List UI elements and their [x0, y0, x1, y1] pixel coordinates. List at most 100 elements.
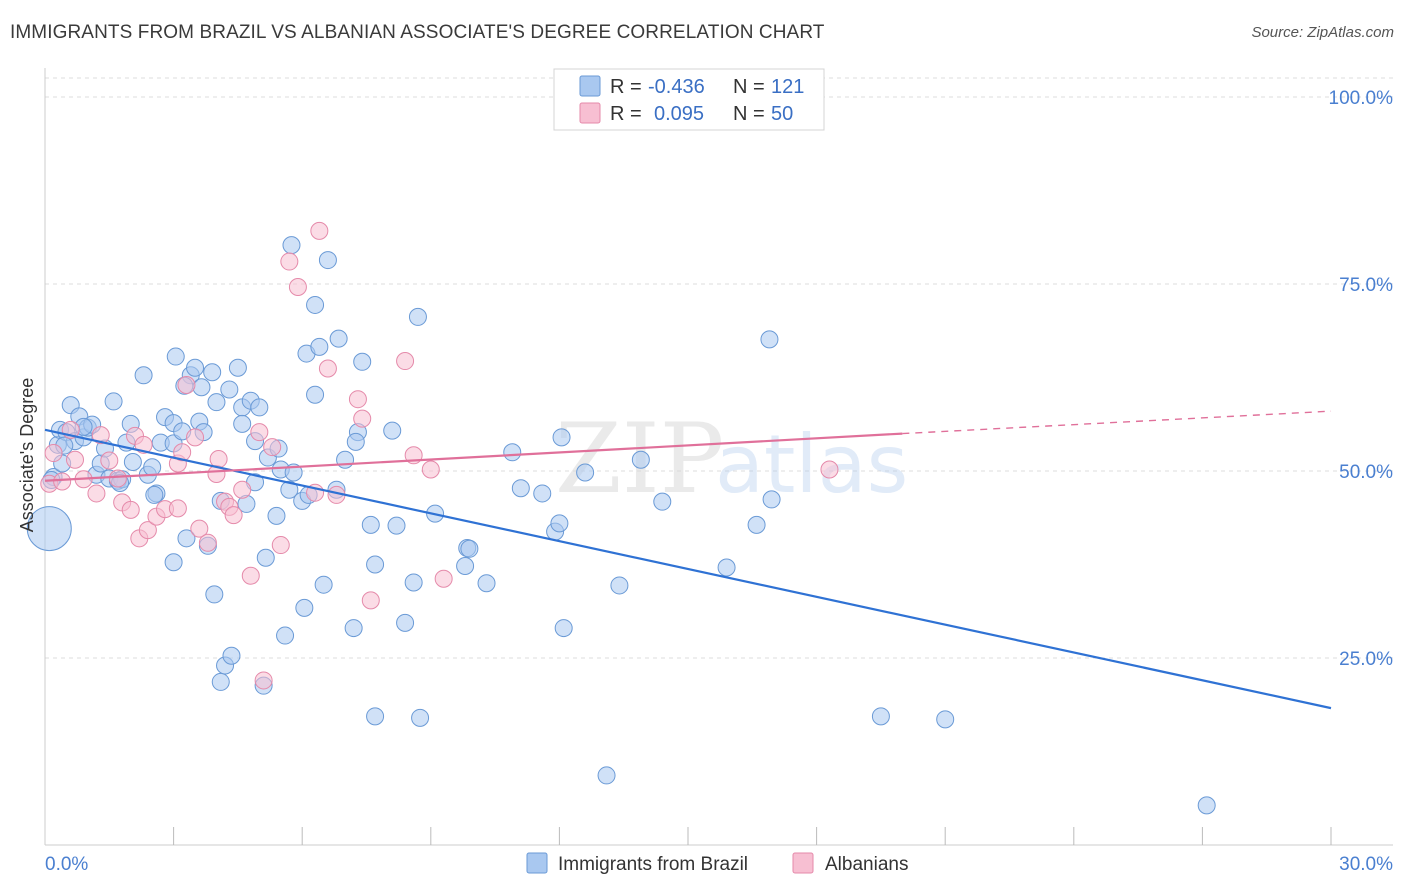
point-albanians [209, 450, 228, 469]
point-brazil [318, 251, 337, 270]
y-tick-label: 75.0% [1339, 275, 1393, 296]
bottom-legend: Immigrants from Brazil Albanians [526, 852, 908, 875]
point-brazil [597, 766, 616, 785]
point-brazil [361, 515, 380, 534]
tick-labels: 25.0% 50.0% 75.0% 100.0% 0.0% 30.0% [45, 88, 1393, 875]
point-albanians [318, 359, 337, 378]
point-albanians [233, 480, 252, 499]
point-brazil [256, 548, 275, 567]
point-brazil [366, 707, 385, 726]
point-brazil [134, 366, 153, 385]
point-albanians [348, 390, 367, 409]
point-brazil [186, 358, 205, 377]
legend-n-label-albanians: N = [733, 103, 765, 125]
x-tick-label: 30.0% [1339, 854, 1393, 875]
point-brazil [222, 646, 241, 665]
point-albanians [250, 423, 269, 442]
point-brazil [366, 555, 385, 574]
point-brazil [610, 576, 629, 595]
point-albanians [820, 460, 839, 479]
point-brazil [282, 236, 301, 255]
bottom-legend-label-albanians: Albanians [825, 854, 908, 875]
point-brazil [760, 330, 779, 349]
point-albanians [288, 277, 307, 296]
point-brazil [233, 414, 252, 433]
point-brazil [211, 672, 230, 691]
trend-line-brazil [44, 428, 1332, 710]
point-brazil [267, 506, 286, 525]
legend: R = -0.436 N = 121 R = 0.095 N = 50 [553, 68, 825, 131]
point-brazil [205, 585, 224, 604]
point-brazil [203, 363, 222, 382]
y-tick-label: 50.0% [1339, 462, 1393, 483]
point-brazil [280, 480, 299, 499]
point-brazil [220, 380, 239, 399]
legend-n-label-brazil: N = [733, 76, 765, 98]
point-albanians [121, 500, 140, 519]
bottom-legend-label-brazil: Immigrants from Brazil [558, 854, 748, 875]
point-brazil [1197, 796, 1216, 815]
point-brazil [717, 558, 736, 577]
y-axis-title: Associate's Degree [17, 378, 37, 533]
point-albanians [87, 484, 106, 503]
point-brazil [533, 484, 552, 503]
data-points [26, 221, 1216, 815]
point-brazil [404, 573, 423, 592]
point-albanians [421, 460, 440, 479]
point-albanians [434, 569, 453, 588]
point-brazil [747, 515, 766, 534]
point-brazil [192, 378, 211, 397]
point-brazil [936, 710, 955, 729]
point-albanians [173, 443, 192, 462]
axes [44, 68, 1393, 846]
point-brazil [329, 329, 348, 348]
point-albanians [91, 426, 110, 445]
point-brazil [653, 492, 672, 511]
point-brazil [26, 506, 72, 552]
point-albanians [241, 566, 260, 585]
point-brazil [550, 514, 569, 533]
point-brazil [123, 453, 142, 472]
point-albanians [263, 438, 282, 457]
point-brazil [411, 708, 430, 727]
point-albanians [361, 591, 380, 610]
point-brazil [554, 619, 573, 638]
point-albanians [44, 444, 63, 463]
legend-n-value-brazil: 121 [771, 76, 804, 98]
point-brazil [306, 295, 325, 314]
legend-r-value-brazil: -0.436 [648, 76, 705, 98]
point-albanians [198, 533, 217, 552]
point-brazil [503, 443, 522, 462]
point-brazil [871, 707, 890, 726]
legend-r-value-albanians: 0.095 [654, 103, 704, 125]
point-brazil [576, 463, 595, 482]
point-brazil [762, 490, 781, 509]
point-brazil [314, 575, 333, 594]
trend-lines [44, 410, 1332, 710]
point-brazil [383, 421, 402, 440]
point-brazil [346, 432, 365, 451]
legend-swatch-albanians [579, 102, 601, 124]
legend-swatch-brazil [579, 75, 601, 97]
point-albanians [108, 469, 127, 488]
point-brazil [477, 574, 496, 593]
point-brazil [306, 385, 325, 404]
point-brazil [295, 598, 314, 617]
point-brazil [387, 516, 406, 535]
legend-r-label-brazil: R = [610, 76, 642, 98]
y-tick-label: 25.0% [1339, 649, 1393, 670]
chart-source: Source: ZipAtlas.com [1251, 24, 1394, 41]
trend-line-albanians-extension [902, 410, 1332, 435]
point-albanians [134, 435, 153, 454]
watermark: ZIP atlas [555, 403, 908, 515]
point-albanians [271, 536, 290, 555]
point-brazil [336, 450, 355, 469]
point-brazil [104, 392, 123, 411]
point-brazil [310, 337, 329, 356]
point-brazil [166, 347, 185, 366]
point-albanians [353, 409, 372, 428]
point-brazil [552, 428, 571, 447]
point-albanians [138, 521, 157, 540]
legend-r-label-albanians: R = [610, 103, 642, 125]
